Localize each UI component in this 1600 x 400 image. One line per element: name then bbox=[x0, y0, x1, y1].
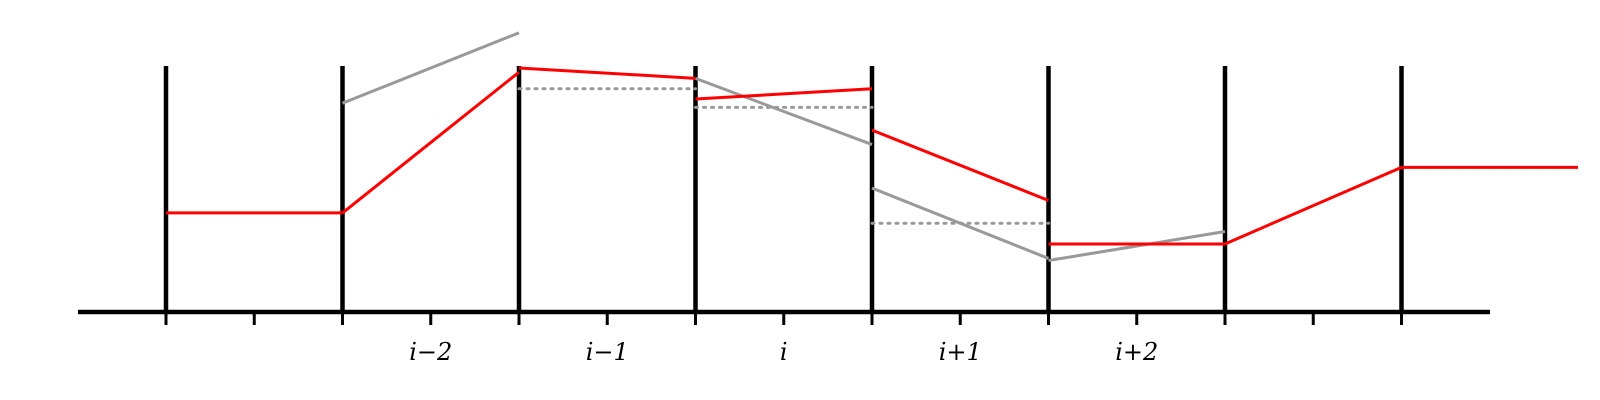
reconstruction-lines bbox=[166, 66, 1578, 246]
slope-line-cell-4 bbox=[871, 186, 1050, 260]
cell-labels: i−2 i−1 i i+1 i+2 bbox=[409, 338, 1158, 366]
cell-label-4: i bbox=[780, 338, 788, 366]
reconstruction-segment-cell-1 bbox=[341, 70, 520, 215]
cell-label-3: i−1 bbox=[586, 338, 629, 366]
cell-average-lines bbox=[517, 87, 1050, 225]
slope-line-cell-5 bbox=[1048, 230, 1226, 262]
reconstruction-segment-cell-3 bbox=[695, 87, 873, 101]
reconstruction-segment-cell-2 bbox=[518, 66, 696, 80]
slope-line-cell-3 bbox=[694, 76, 873, 146]
slope-lines bbox=[341, 31, 1226, 262]
cell-label-2: i−2 bbox=[409, 338, 452, 366]
reconstruction-segment-cell-6 bbox=[1224, 165, 1403, 246]
cell-boundaries bbox=[163, 66, 1404, 312]
reconstruction-segment-cell-4 bbox=[871, 128, 1050, 202]
x-axis bbox=[78, 309, 1490, 325]
cell-label-6: i+2 bbox=[1115, 338, 1158, 366]
cell-label-5: i+1 bbox=[939, 338, 982, 366]
slope-line-cell-1 bbox=[341, 31, 520, 105]
